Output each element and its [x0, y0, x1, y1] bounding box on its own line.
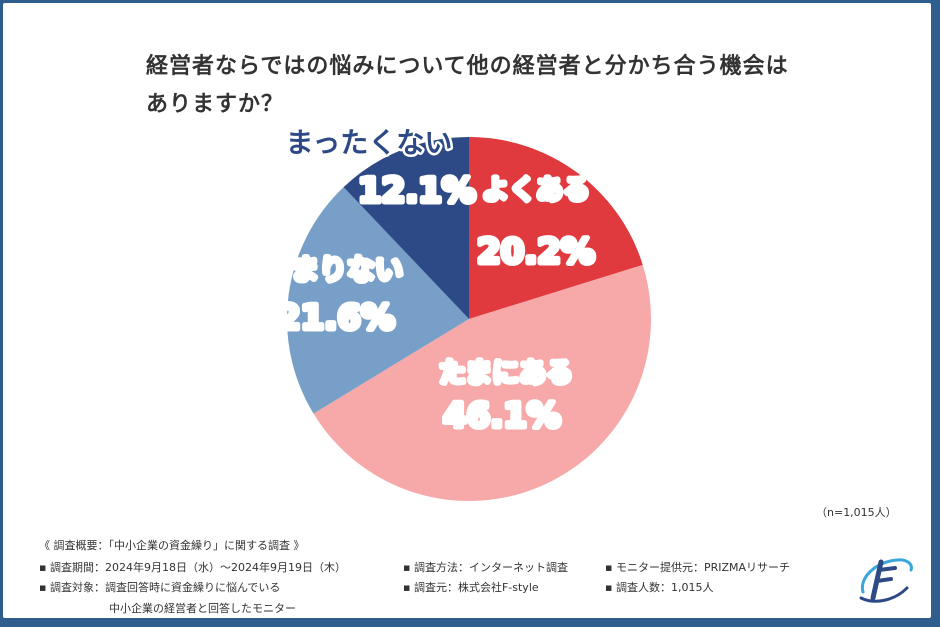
notes-org: ▪ 調査元：株式会社F-style: [403, 579, 539, 595]
bullet: ▪: [403, 561, 411, 574]
notes-count-text: 調査人数：1,015人: [615, 581, 714, 594]
slice-value-label: 21.6%: [277, 298, 395, 338]
bullet: ▪: [605, 581, 613, 594]
pie-slice: [469, 137, 643, 319]
notes-org-text: 調査元：株式会社F-style: [413, 581, 539, 594]
slice-value-label: 46.1%: [443, 396, 561, 436]
notes-overview: 《 調査概要：「中小企業の資金繰り」に関する調査 》: [39, 539, 305, 552]
bullet: ▪: [605, 561, 613, 574]
bullet: ▪: [403, 581, 411, 594]
bullet: ▪: [39, 561, 47, 574]
slice-label: よくある: [482, 175, 590, 206]
chart-title: 経営者ならではの悩みについて他の経営者と分かち合う機会は ありますか？: [146, 48, 846, 124]
notes-method: ▪ 調査方法：インターネット調査: [403, 559, 568, 575]
slice-value-label: 20.2%: [477, 232, 595, 272]
notes-target-continued: 中小企業の経営者と回答したモニター: [109, 602, 296, 615]
title-line-2: ありますか？: [146, 92, 285, 117]
notes-monitor: ▪ モニター提供元：PRIZMAリサーチ: [605, 559, 790, 575]
notes-method-text: 調査方法：インターネット調査: [413, 561, 568, 574]
f-style-logo-icon: [859, 558, 913, 603]
notes-target-text: 調査対象：調査回答時に資金繰りに悩んでいる: [49, 581, 281, 594]
sample-size-note: （n=1,015人）: [816, 506, 897, 519]
notes-count: ▪ 調査人数：1,015人: [605, 579, 713, 595]
bullet: ▪: [39, 581, 47, 594]
slice-value-label: 12.1%: [358, 171, 476, 211]
slice-label: まったくない: [286, 126, 453, 159]
slice-label: あまりない: [263, 253, 403, 286]
pie-slice: [286, 187, 469, 414]
pie-slice: [343, 137, 469, 319]
pie-slice: [313, 264, 651, 501]
pie-chart: よくある 20.2% たまにある 46.1% あまりない 21.6% まったくない 12.1%: [260, 124, 651, 501]
notes-monitor-text: モニター提供元：PRIZMAリサーチ: [615, 561, 791, 574]
notes-period-text: 調査期間：2024年9月18日（水）～2024年9月19日（木）: [49, 561, 346, 574]
card: 経営者ならではの悩みについて他の経営者と分かち合う機会は ありますか？ よくある…: [3, 3, 931, 618]
notes-period: ▪ 調査期間：2024年9月18日（水）～2024年9月19日（木）: [39, 559, 346, 575]
slice-label: たまにある: [439, 358, 573, 389]
notes-target: ▪ 調査対象：調査回答時に資金繰りに悩んでいる: [39, 579, 280, 595]
title-line-1: 経営者ならではの悩みについて他の経営者と分かち合う機会は: [146, 54, 789, 79]
